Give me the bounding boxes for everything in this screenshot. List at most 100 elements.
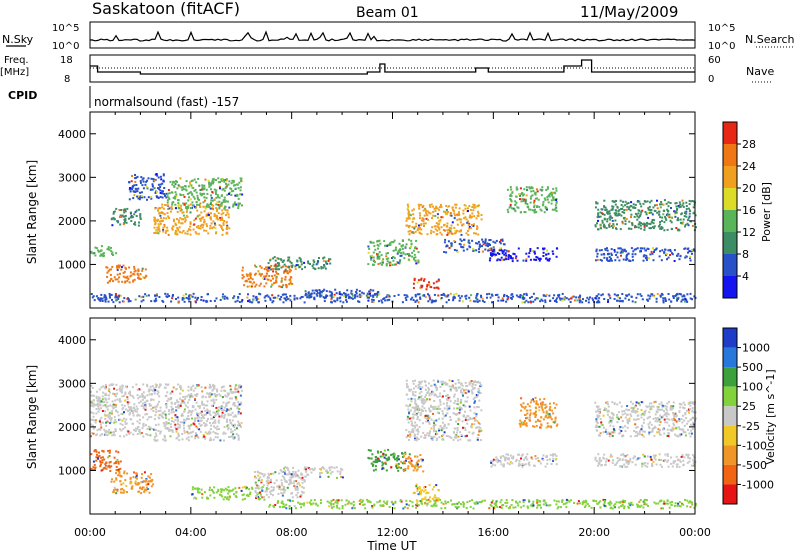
echo-cell	[525, 292, 528, 295]
echo-cell	[401, 452, 403, 455]
echo-cell	[447, 240, 450, 243]
echo-cell	[596, 202, 599, 205]
echo-cell	[691, 503, 694, 506]
echo-cell	[490, 505, 493, 508]
echo-cell	[128, 281, 131, 284]
echo-cell	[309, 468, 312, 471]
echo-cell	[287, 469, 290, 472]
echo-cell	[689, 209, 692, 212]
echo-cell	[432, 210, 435, 213]
echo-cell	[131, 185, 134, 188]
echo-cell	[148, 491, 151, 494]
echo-cell	[237, 197, 240, 200]
echo-cell	[143, 489, 146, 492]
echo-cell	[374, 465, 377, 468]
echo-cell	[157, 226, 160, 229]
echo-cell	[532, 250, 534, 252]
echo-cell	[238, 422, 240, 425]
echo-cell	[101, 398, 104, 401]
echo-cell	[98, 396, 101, 399]
echo-cell	[469, 246, 472, 249]
echo-cell	[127, 406, 130, 409]
echo-cell	[459, 221, 462, 224]
echo-cell	[212, 411, 215, 414]
colorbar-segment	[723, 144, 737, 166]
echo-cell	[179, 193, 182, 196]
echo-cell	[695, 226, 697, 229]
echo-cell	[111, 265, 114, 268]
echo-cell	[156, 219, 159, 222]
echo-cell	[91, 418, 94, 421]
echo-cell	[146, 187, 149, 190]
echo-cell	[652, 222, 655, 225]
echo-cell	[119, 294, 122, 297]
echo-cell	[338, 291, 341, 294]
echo-cell	[378, 460, 381, 463]
echo-cell	[470, 224, 473, 226]
echo-cell	[421, 206, 424, 209]
echo-cell	[112, 392, 114, 395]
echo-cell	[183, 400, 185, 403]
echo-cell	[555, 187, 558, 190]
echo-cell	[437, 278, 440, 281]
echo-cell	[447, 211, 449, 213]
echo-cell	[174, 423, 177, 426]
echo-cell	[125, 485, 128, 487]
echo-cell	[133, 403, 136, 406]
echo-cell	[134, 269, 137, 272]
echo-cell	[407, 238, 410, 241]
echo-cell	[322, 266, 325, 269]
echo-cell	[378, 300, 380, 303]
echo-cell	[284, 472, 287, 475]
echo-cell	[611, 216, 614, 219]
echo-cell	[428, 281, 430, 284]
echo-cell	[215, 189, 218, 192]
echo-cell	[130, 409, 133, 412]
echo-cell	[128, 266, 131, 269]
echo-cell	[684, 298, 687, 301]
echo-cell	[116, 411, 119, 414]
echo-cell	[134, 410, 137, 413]
echo-cell	[493, 254, 496, 257]
echo-cell	[543, 500, 546, 503]
echo-cell	[208, 183, 211, 186]
echo-cell	[460, 233, 463, 236]
echo-cell	[184, 395, 187, 398]
echo-cell	[431, 299, 434, 302]
echo-cell	[258, 292, 261, 295]
echo-cell	[181, 218, 184, 221]
echo-cell	[280, 488, 283, 491]
echo-cell	[135, 477, 138, 480]
echo-cell	[174, 415, 177, 418]
echo-cell	[467, 210, 469, 212]
echo-cell	[395, 457, 398, 460]
echo-cell	[643, 226, 646, 229]
echo-cell	[269, 490, 272, 493]
echo-cell	[300, 263, 303, 266]
echo-cell	[177, 199, 180, 202]
echo-cell	[205, 196, 208, 199]
echo-cell	[616, 256, 619, 259]
echo-cell	[294, 488, 297, 491]
echo-cell	[329, 469, 332, 472]
echo-cell	[217, 490, 220, 492]
echo-cell	[108, 248, 111, 251]
echo-cell	[414, 300, 417, 303]
echo-cell	[222, 385, 225, 388]
echo-cell	[172, 420, 175, 423]
echo-cell	[489, 239, 492, 241]
echo-cell	[164, 383, 167, 386]
nave-label: Nave	[746, 65, 774, 78]
echo-cell	[310, 499, 313, 502]
echo-cell	[480, 214, 483, 216]
echo-cell	[229, 390, 232, 392]
echo-cell	[339, 293, 342, 296]
echo-cell	[167, 233, 170, 236]
echo-cell	[404, 506, 406, 509]
echo-cell	[536, 504, 539, 507]
echo-cell	[603, 298, 606, 300]
echo-cell	[188, 432, 191, 435]
echo-cell	[136, 190, 139, 193]
echo-cell	[616, 251, 619, 254]
echo-cell	[417, 504, 420, 507]
